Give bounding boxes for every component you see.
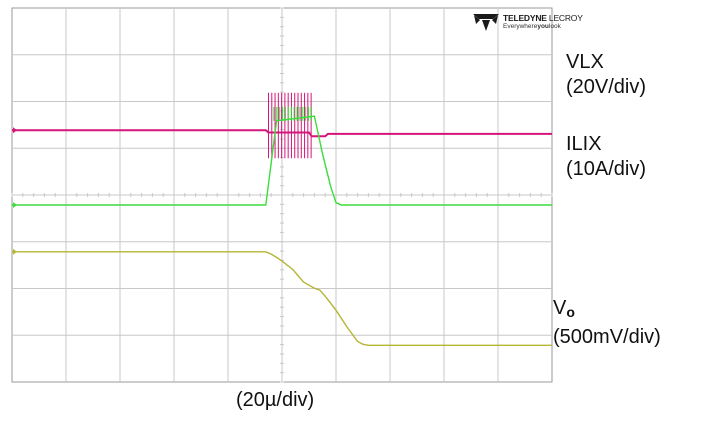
ilix-name: ILIX [566,133,602,155]
vo-trace [12,251,552,346]
ilix-label: ILIX (10A/div) [566,132,646,182]
ilix-scale: (10A/div) [566,158,647,180]
time-scale-label: (20µ/div) [236,389,315,411]
vo-subscript: o [566,304,575,320]
vlx-scale: (20V/div) [566,76,647,98]
traces [12,92,552,346]
ilix-ground-marker [13,202,17,208]
logo-tagline: Everywhereyoulook [503,23,561,30]
logo-brand: TELEDYNE LECROY [503,13,583,23]
vlx-trace [12,129,552,138]
lecroy-emblem-icon [473,14,499,31]
vo-scale: (500mV/div) [553,326,661,348]
ilix-trace [12,115,552,206]
vlx-label: VLX (20V/div) [566,50,646,100]
vo-name: Vo [553,297,575,320]
vo-label: Vo (500mV/div) [553,296,661,350]
vo-ground-marker [13,248,17,255]
teledyne-lecroy-logo: TELEDYNE LECROY Everywhereyoulook [473,12,583,36]
vlx-name: VLX [566,51,604,73]
vlx-ground-marker [13,127,17,134]
graticule [11,7,553,383]
